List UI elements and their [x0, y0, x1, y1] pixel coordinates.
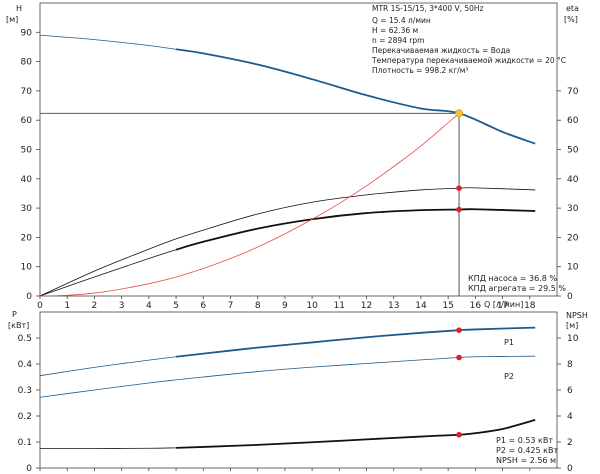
series-0-0-line — [175, 48, 536, 145]
x-tick-label: 2 — [92, 301, 98, 311]
y-left-tick-label: 80 — [21, 58, 33, 68]
series-label-p2: P2 — [504, 372, 514, 381]
x-tick-label: 8 — [255, 301, 261, 311]
y-left-tick-label: 20 — [21, 233, 33, 243]
x-tick-label: 1 — [64, 301, 70, 311]
top-y-right-unit: [%] — [564, 15, 578, 24]
y-left-tick-label: 10 — [21, 263, 33, 273]
p1-line-thin — [39, 356, 177, 377]
y-left-tick-label: 70 — [21, 87, 33, 97]
y-right-tick-label: 40 — [567, 175, 579, 185]
bottom-y-right-unit: [м] — [566, 321, 578, 330]
y-right-tick-label: 2 — [567, 438, 573, 448]
x-tick-label: 0 — [37, 301, 43, 311]
y-right-tick-label: 4 — [567, 412, 573, 422]
y-right-tick-label: 30 — [567, 204, 579, 214]
x-tick-label: 5 — [173, 301, 179, 311]
y-left-tick-label: 50 — [21, 146, 33, 156]
y-right-tick-label: 8 — [567, 360, 573, 370]
p1-line — [175, 326, 536, 358]
chart-title: MTR 1S-15/15, 3*400 V, 50Hz — [372, 4, 484, 13]
p2-readout: P2 = 0.425 кВт — [496, 446, 558, 455]
y-right-tick-label: 70 — [567, 87, 579, 97]
system-line — [39, 112, 460, 297]
series-0-1-marker — [456, 185, 462, 191]
npsh-line — [176, 419, 536, 449]
p1-marker — [456, 327, 462, 334]
y-right-tick-label: 6 — [567, 386, 573, 396]
x-tick-label: 3 — [119, 301, 125, 311]
info-temperature: Температура перекачиваемой жидкости = 20… — [371, 56, 566, 65]
y-right-tick-label: 0 — [567, 464, 573, 474]
x-tick-label: 16 — [470, 301, 482, 311]
info-speed: n = 2894 rpm — [372, 36, 424, 45]
info-liquid: Перекачиваемая жидкость = Вода — [372, 46, 510, 55]
x-tick-label: 18 — [524, 301, 536, 311]
series-0-0-line-thin — [39, 34, 177, 50]
info-flow: Q = 15.4 л/мин — [372, 16, 431, 25]
y-right-tick-label: 50 — [567, 146, 579, 156]
top-y-left-unit: [м] — [6, 15, 18, 24]
y-right-tick-label: 10 — [567, 334, 579, 344]
unit-efficiency-readout: КПД агрегата = 29.5 % — [468, 284, 566, 293]
y-left-tick-label: 0.1 — [18, 438, 32, 448]
y-left-tick-label: 30 — [21, 204, 33, 214]
info-density: Плотность = 998.2 кг/м³ — [372, 66, 468, 75]
p2-marker — [456, 354, 462, 361]
y-left-tick-label: 0 — [26, 464, 32, 474]
info-head: H = 62.36 м — [372, 26, 418, 35]
x-tick-label: 13 — [388, 301, 399, 311]
y-left-tick-label: 90 — [21, 28, 33, 38]
series-0-2-line — [175, 208, 536, 251]
series-label-p1: P1 — [504, 338, 514, 347]
y-right-tick-label: 60 — [567, 116, 579, 126]
x-tick-label: 6 — [200, 301, 206, 311]
y-left-tick-label: 0.2 — [18, 412, 32, 422]
x-tick-label: 17 — [497, 301, 508, 311]
series-0-2-line-thin — [39, 249, 177, 297]
x-tick-label: 10 — [306, 301, 318, 311]
pump-efficiency-readout: КПД насоса = 36.8 % — [468, 274, 557, 283]
bottom-y-right-label: NPSH — [566, 311, 588, 320]
x-axis-label: Q [л/мин] — [484, 300, 523, 309]
y-left-tick-label: 0.5 — [18, 334, 32, 344]
x-tick-label: 9 — [282, 301, 288, 311]
x-tick-label: 11 — [334, 301, 345, 311]
y-left-tick-label: 0.4 — [18, 360, 33, 370]
y-left-tick-label: 0.3 — [18, 386, 32, 396]
npsh-readout: NPSH = 2.56 м — [496, 456, 556, 465]
npsh-line-thin — [39, 447, 177, 449]
x-tick-label: 4 — [146, 301, 152, 311]
x-tick-label: 7 — [228, 301, 234, 311]
y-right-tick-label: 10 — [567, 263, 579, 273]
top-y-left-label: H — [16, 4, 22, 13]
series-layer — [39, 34, 536, 449]
duty-point-marker — [455, 109, 463, 118]
npsh-marker — [456, 431, 462, 438]
x-tick-label: 12 — [361, 301, 372, 311]
series-0-2-marker — [456, 206, 462, 213]
x-tick-label: 15 — [442, 301, 453, 311]
top-y-right-label: eta — [566, 4, 579, 13]
markers-layer — [455, 109, 463, 438]
y-left-tick-label: 60 — [21, 116, 33, 126]
bottom-y-left-label: P — [12, 310, 17, 319]
y-left-tick-label: 40 — [21, 175, 33, 185]
bottom-y-left-unit: [кВт] — [8, 321, 29, 330]
y-right-tick-label: 0 — [567, 292, 573, 302]
y-left-tick-label: 0 — [26, 292, 32, 302]
x-tick-label: 14 — [415, 301, 427, 311]
p1-readout: P1 = 0.53 кВт — [496, 436, 553, 445]
y-right-tick-label: 20 — [567, 233, 579, 243]
